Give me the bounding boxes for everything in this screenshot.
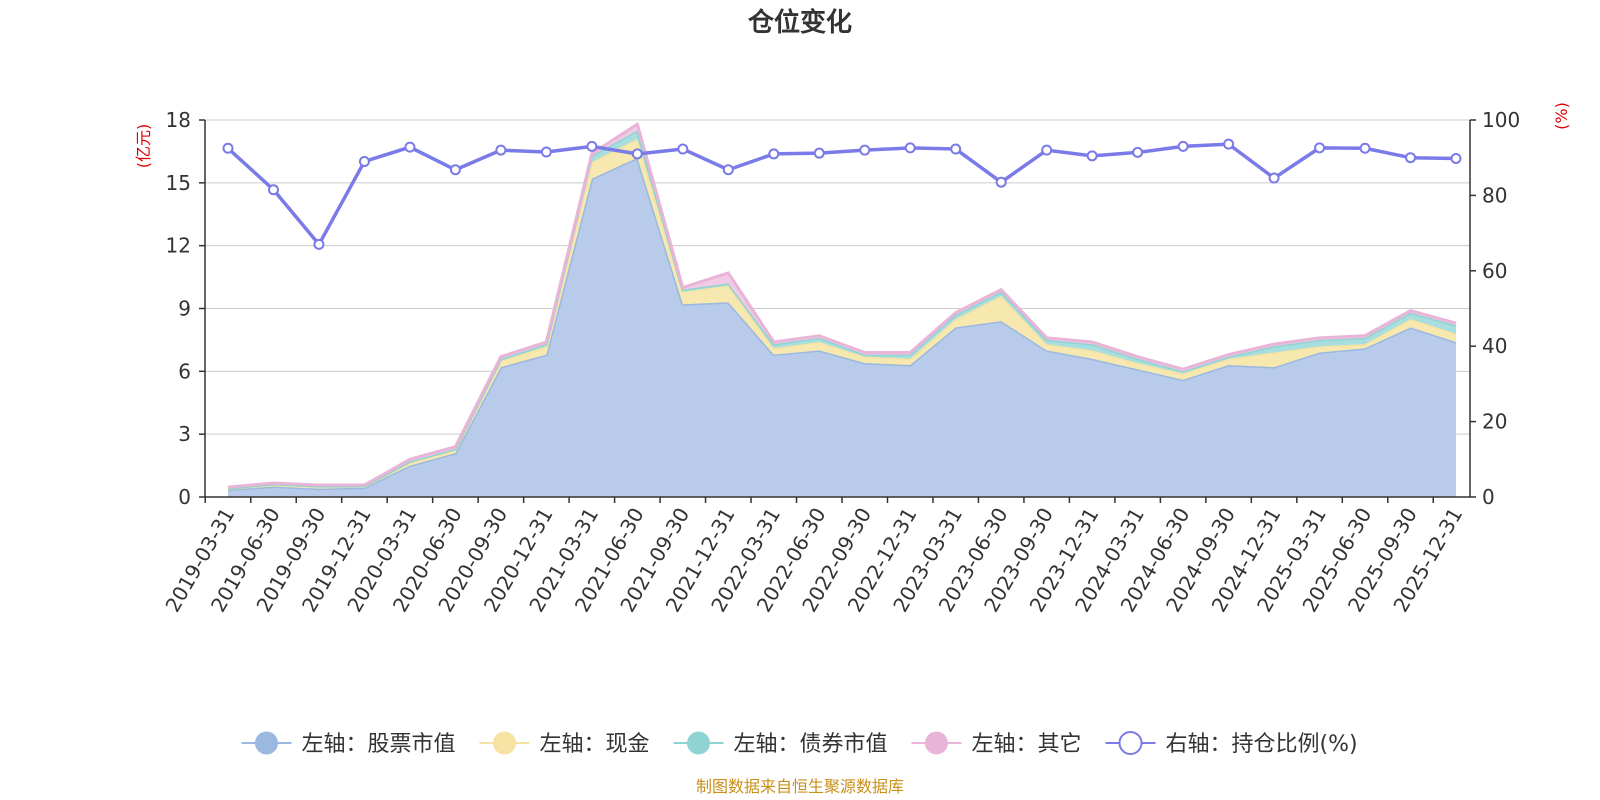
left-tick-label: 6 (178, 359, 191, 383)
ratio-point (1314, 142, 1326, 154)
left-tick-label: 12 (166, 234, 191, 258)
ratio-point (404, 141, 416, 153)
legend-label: 左轴：其它 (972, 732, 1082, 757)
legend-marker (687, 731, 710, 755)
area-series-0 (228, 157, 1456, 497)
left-tick-label: 18 (166, 108, 191, 132)
right-tick-label: 100 (1482, 108, 1520, 132)
ratio-point (631, 148, 643, 160)
ratio-point (313, 238, 325, 250)
right-tick-label: 60 (1482, 259, 1507, 283)
ratio-point (1041, 144, 1053, 156)
ratio-point (1177, 140, 1189, 152)
ratio-point (722, 164, 734, 176)
legend-item-4[interactable]: 右轴：持仓比例(%) (1105, 731, 1358, 757)
area-edge-series-3 (227, 121, 1457, 489)
ratio-point (768, 148, 780, 160)
ratio-point (859, 144, 871, 156)
left-tick-label: 0 (178, 485, 191, 509)
ratio-point (1132, 146, 1144, 158)
legend-item-1[interactable]: 左轴：现金 (479, 731, 650, 757)
ratio-point (222, 142, 234, 154)
ratio-point (540, 146, 552, 158)
legend-item-0[interactable]: 左轴：股票市值 (241, 731, 456, 757)
legend-marker (1118, 731, 1143, 755)
legend-item-3[interactable]: 左轴：其它 (911, 731, 1082, 757)
left-tick-label: 3 (178, 422, 191, 446)
stacked-areas (227, 121, 1457, 497)
ratio-point (1359, 142, 1371, 154)
ratio-point (995, 176, 1007, 188)
legend-marker (493, 731, 516, 755)
ratio-point (586, 140, 598, 152)
legend-item-2[interactable]: 左轴：债券市值 (673, 731, 888, 757)
left-axis-unit: (亿元) (134, 124, 153, 169)
right-tick-label: 40 (1482, 334, 1507, 358)
ratio-point (950, 143, 962, 155)
legend-label: 左轴：债券市值 (734, 732, 888, 757)
ratio-point (449, 164, 461, 176)
ratio-point (1268, 172, 1280, 184)
legend: 左轴：股票市值 左轴：现金 左轴：债券市值 左轴：其它 右轴：持仓比例(%) (241, 731, 1358, 757)
ratio-point (1405, 152, 1417, 164)
legend-marker (255, 731, 278, 755)
right-tick-label: 20 (1482, 410, 1507, 434)
holding-ratio-line (222, 138, 1462, 250)
chart-title: 仓位变化 (747, 7, 852, 38)
source-note: 制图数据来自恒生聚源数据库 (696, 777, 904, 796)
ratio-point (358, 155, 370, 167)
ratio-point (1086, 150, 1098, 162)
legend-marker (925, 731, 948, 755)
ratio-point (904, 142, 916, 154)
right-axis-unit: (%) (1552, 102, 1571, 130)
ratio-point (677, 143, 689, 155)
ratio-point (1223, 138, 1235, 150)
ratio-point (813, 147, 825, 159)
ratio-point (495, 144, 507, 156)
left-tick-label: 15 (166, 171, 191, 195)
right-tick-label: 0 (1482, 485, 1495, 509)
legend-label: 右轴：持仓比例(%) (1166, 732, 1358, 757)
right-tick-label: 80 (1482, 183, 1507, 207)
ratio-point (1450, 152, 1462, 164)
ratio-line-path (226, 142, 1457, 248)
left-tick-label: 9 (178, 297, 191, 321)
legend-label: 左轴：现金 (540, 732, 650, 757)
legend-label: 左轴：股票市值 (302, 732, 456, 757)
ratio-point (267, 184, 279, 196)
